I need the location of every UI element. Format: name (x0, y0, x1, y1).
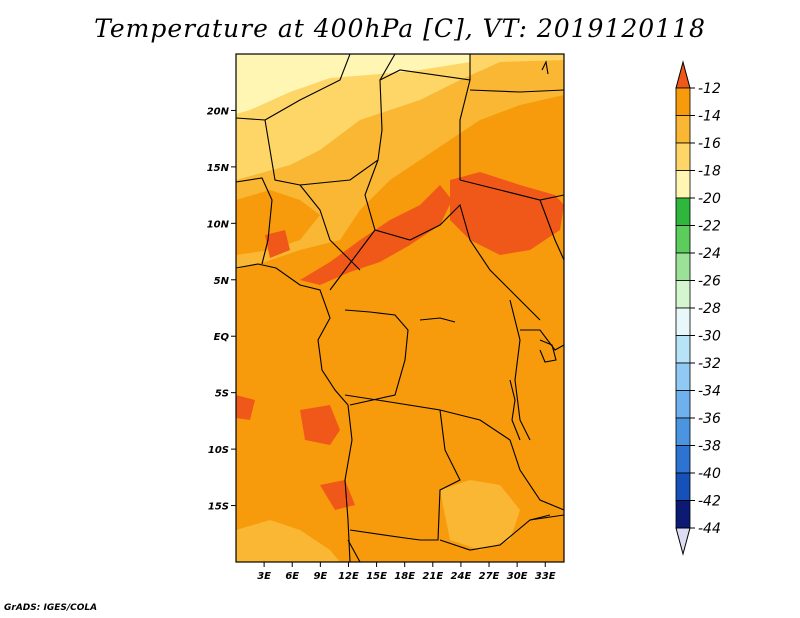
border-nigeria (299, 184, 361, 271)
country-borders (236, 54, 564, 562)
lon-tick-label: 12E (338, 571, 359, 582)
border-namibia (347, 539, 361, 562)
border-car (374, 203, 541, 321)
colorbar-swatch (675, 142, 691, 171)
colorbar-label: -44 (698, 521, 721, 537)
lon-tick-label: 18E (394, 571, 415, 582)
grads-credit: GrADS: IGES/COLA (4, 603, 98, 613)
map-title: Temperature at 400hPa [C], VT: 201912011… (94, 14, 706, 43)
colorbar-label: -26 (698, 274, 721, 290)
border-angola (344, 394, 461, 541)
colorbar-swatch (675, 307, 691, 336)
lake-tanganyika (509, 379, 521, 441)
colorbar-bottom-arrow (675, 527, 691, 556)
colorbar-label: -32 (698, 356, 721, 372)
lat-tick-label: EQ (214, 332, 230, 343)
field-warm-patch-1 (300, 405, 340, 445)
field-warm-patch-2 (236, 395, 255, 420)
lake-1 (529, 514, 551, 521)
colorbar-top-arrow (675, 60, 691, 89)
colorbar-swatch (675, 197, 691, 226)
border-egypt-sudan (469, 89, 564, 93)
lat-tick-label: 10N (207, 219, 230, 230)
colorbar-swatch (675, 280, 691, 309)
lon-tick-label: 6E (285, 571, 299, 582)
map-frame (235, 53, 565, 563)
colorbar-label: -28 (698, 301, 721, 317)
colorbar-swatch (675, 115, 691, 144)
colorbar-label: -42 (698, 494, 721, 510)
colorbar-swatch (675, 335, 691, 364)
colorbar-label: -16 (698, 136, 721, 152)
colorbar-swatch (675, 417, 691, 446)
field-band-minus18 (236, 54, 564, 180)
lon-tick-label: 15E (366, 571, 387, 582)
border-south (439, 514, 564, 551)
colorbar-label: -36 (698, 411, 721, 427)
lon-tick-label: 21E (422, 571, 443, 582)
colorbar-label: -30 (698, 329, 721, 345)
lon-tick-label: 3E (257, 571, 271, 582)
colorbar: -12 -14 -16 -18 -20 -22 -24 -26 -28 -30 -32 -34 -36 -… (675, 60, 721, 556)
colorbar-swatch (675, 362, 691, 391)
lon-axis: 3E 6E 9E 12E 15E 18E 21E 24E 27E 30E 33E (257, 562, 556, 582)
field-patch-south-west (236, 520, 340, 562)
border-drc-east (509, 299, 531, 441)
lat-tick-label: 5N (214, 276, 230, 287)
border-sudan (459, 179, 564, 201)
lon-tick-label: 30E (507, 571, 528, 582)
field-warm-patch-4 (265, 230, 290, 258)
lake-victoria (539, 339, 557, 363)
field-band-minus14-west (236, 190, 320, 255)
lat-tick-label: 15S (208, 502, 229, 513)
lat-tick-label: 10S (208, 445, 229, 456)
colorbar-swatch (675, 225, 691, 254)
colorbar-swatch (675, 390, 691, 419)
lat-tick-label: 15N (207, 163, 230, 174)
lat-tick-label: 5S (215, 389, 229, 400)
river-1 (419, 317, 456, 323)
colorbar-label: -24 (698, 246, 721, 262)
field-patch-south-east (440, 480, 520, 550)
border-cameroon (329, 159, 379, 291)
field-warm-east (450, 172, 564, 255)
colorbar-swatch (675, 252, 691, 281)
field-band-minus20 (236, 54, 470, 114)
lon-tick-label: 9E (313, 571, 327, 582)
colorbar-swatch (675, 87, 691, 116)
border-north (236, 69, 471, 186)
border-uganda (520, 329, 564, 351)
lon-tick-label: 33E (535, 571, 556, 582)
border-ethiopia (539, 199, 564, 261)
colorbar-label: -38 (698, 439, 721, 455)
colorbar-label: -14 (698, 109, 721, 125)
lon-tick-label: 27E (479, 571, 500, 582)
field-warm-band (300, 185, 452, 285)
border-west (236, 177, 273, 265)
colorbar-swatch (675, 472, 691, 501)
border-n (379, 54, 396, 81)
colorbar-label: -22 (698, 219, 721, 235)
border-congo (344, 309, 409, 406)
colorbar-label: -20 (698, 191, 721, 207)
colorbar-label: -40 (698, 466, 721, 482)
colorbar-label: -18 (698, 164, 721, 180)
colorbar-swatch (675, 445, 691, 474)
border-nw (264, 54, 351, 121)
lat-axis: 20N 15N 10N 5N EQ 5S 10S 15S (207, 106, 236, 513)
lat-tick-label: 20N (207, 106, 230, 117)
temperature-field (236, 54, 564, 562)
colorbar-swatch (675, 170, 691, 199)
coastline (236, 263, 353, 562)
colorbar-label: -34 (698, 384, 721, 400)
colorbar-swatch (675, 500, 691, 529)
red-sea-coast (541, 60, 549, 75)
lon-tick-label: 24E (451, 571, 472, 582)
border-zambia (439, 409, 564, 511)
colorbar-label: -12 (698, 81, 721, 97)
